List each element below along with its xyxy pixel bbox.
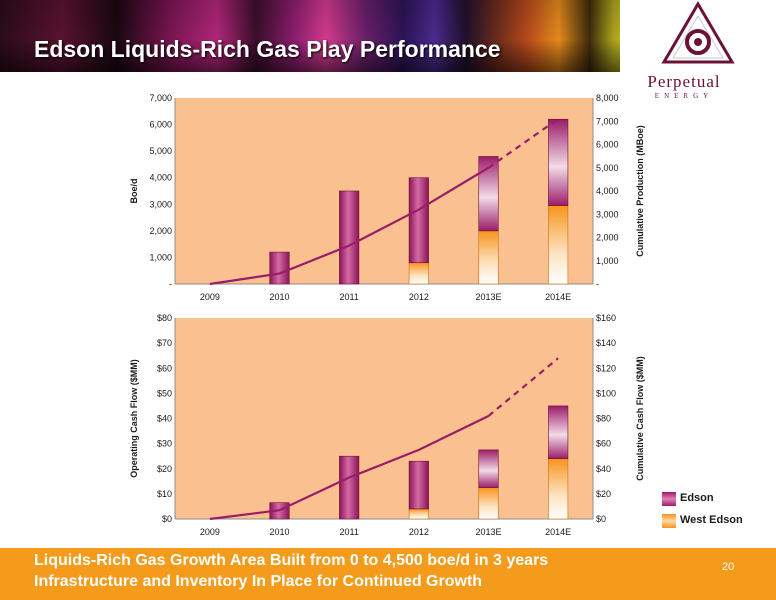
- bottom-y-tick-label: $80: [157, 313, 172, 323]
- top-x-tick-label: 2012: [409, 292, 429, 302]
- bar-west-edson-2012: [408, 262, 429, 285]
- bottom-x-tick-label: 2012: [409, 527, 429, 537]
- bar-edson-2011: [339, 190, 360, 285]
- top-y-tick-label: 7,000: [149, 93, 172, 103]
- bottom-y2-tick-label: $140: [596, 338, 616, 348]
- logo-name: Perpetual: [647, 72, 721, 91]
- legend-label-edson: Edson: [680, 492, 714, 504]
- bottom-y2-tick-label: $120: [596, 363, 616, 373]
- bottom-y-axis-label: Operating Cash Flow ($MM): [129, 359, 139, 478]
- bottom-y2-tick-label: $160: [596, 313, 616, 323]
- top-y-tick-label: 4,000: [149, 173, 172, 183]
- logo-subtitle: ENERGY: [654, 92, 714, 100]
- top-y2-tick-label: 1,000: [596, 256, 619, 266]
- top-y-tick-label: -: [169, 279, 172, 289]
- legend-swatch-edson: [662, 492, 676, 506]
- bottom-y-tick-label: $60: [157, 363, 172, 373]
- bar-west-edson-2014E: [548, 458, 569, 520]
- bottom-y-tick-label: $0: [162, 514, 172, 524]
- bottom-y-tick-label: $10: [157, 489, 172, 499]
- legend-label-west-edson: West Edson: [680, 514, 743, 526]
- bottom-y-tick-label: $70: [157, 338, 172, 348]
- bottom-y2-tick-label: $100: [596, 388, 616, 398]
- bottom-x-tick-label: 2013E: [475, 527, 501, 537]
- bottom-y-tick-label: $40: [157, 414, 172, 424]
- footer-line-2: Infrastructure and Inventory In Place fo…: [34, 573, 483, 590]
- bottom-y2-axis-label: Cumulative Cash Flow ($MM): [635, 356, 645, 481]
- bottom-y-tick-label: $50: [157, 388, 172, 398]
- bar-edson-2013E: [478, 156, 499, 232]
- top-x-tick-label: 2009: [200, 292, 220, 302]
- company-logo: [620, 0, 776, 105]
- top-cumulative-line: [209, 166, 490, 286]
- top-y2-tick-label: 6,000: [596, 140, 619, 150]
- bottom-y2-tick-label: $80: [596, 414, 611, 424]
- page-title: Edson Liquids-Rich Gas Play Performance: [34, 36, 501, 62]
- top-y2-tick-label: 2,000: [596, 233, 619, 243]
- top-y-axis-label: Boe/d: [129, 178, 139, 203]
- bar-edson-2014E: [548, 405, 569, 460]
- top-y-tick-label: 6,000: [149, 120, 172, 130]
- top-y2-axis-label: Cumulative Production (MBoe): [635, 125, 645, 257]
- bottom-y2-tick-label: $0: [596, 514, 606, 524]
- bar-edson-2012: [408, 177, 429, 264]
- footer-line-1: Liquids-Rich Gas Growth Area Built from …: [34, 552, 549, 569]
- top-x-tick-label: 2013E: [475, 292, 501, 302]
- top-plot-area: [175, 98, 593, 284]
- top-y2-tick-label: 5,000: [596, 163, 619, 173]
- top-x-tick-label: 2011: [339, 292, 358, 302]
- top-y2-tick-label: 4,000: [596, 186, 619, 196]
- bar-edson-2012: [408, 460, 429, 510]
- top-y2-tick-label: 3,000: [596, 209, 619, 219]
- bottom-y-tick-label: $20: [157, 464, 172, 474]
- bottom-y-tick-label: $30: [157, 439, 172, 449]
- top-y-tick-label: 2,000: [149, 226, 172, 236]
- top-y-tick-label: 3,000: [149, 199, 172, 209]
- bar-edson-2013E: [478, 449, 499, 488]
- bottom-y2-tick-label: $20: [596, 489, 611, 499]
- bottom-cumulative-line: [209, 414, 489, 521]
- bottom-x-tick-label: 2014E: [545, 527, 571, 537]
- footer-banner: Liquids-Rich Gas Growth Area Built from …: [0, 548, 776, 600]
- top-x-tick-label: 2014E: [545, 292, 571, 302]
- bottom-x-tick-label: 2011: [339, 527, 358, 537]
- page-number: 20: [722, 561, 735, 573]
- top-y-tick-label: 5,000: [149, 146, 172, 156]
- top-y2-tick-label: -: [596, 279, 599, 289]
- top-y-tick-label: 1,000: [149, 252, 172, 262]
- top-y2-tick-label: 7,000: [596, 116, 619, 126]
- bottom-plot-area: [175, 318, 593, 519]
- bar-west-edson-2014E: [548, 205, 569, 285]
- top-cumulative-line-forecast: [487, 118, 559, 169]
- bottom-y2-tick-label: $60: [596, 439, 611, 449]
- boe-production-chart: - 1,000 2,000 3,000 4,000 5,000 6,000 7,000 - 1,0…: [129, 93, 645, 302]
- bottom-cumulative-line-forecast: [487, 357, 559, 417]
- bottom-y2-tick-label: $40: [596, 464, 611, 474]
- bar-edson-2010: [269, 251, 290, 285]
- top-x-tick-label: 2010: [269, 292, 289, 302]
- bar-west-edson-2013E: [478, 230, 499, 285]
- bar-edson-2014E: [548, 118, 569, 206]
- bar-west-edson-2013E: [478, 487, 499, 520]
- bottom-x-tick-label: 2009: [200, 527, 220, 537]
- top-y2-tick-label: 8,000: [596, 93, 619, 103]
- bottom-x-tick-label: 2010: [269, 527, 289, 537]
- bar-west-edson-2012: [408, 508, 429, 520]
- bar-edson-2011: [339, 455, 360, 520]
- cash-flow-chart: $0 $10 $20 $30 $40 $50 $60 $70 $80 $0 $20 $40 $60 $80…: [129, 313, 645, 537]
- legend-swatch-west-edson: [662, 514, 676, 528]
- logo-mark-icon: [661, 1, 735, 64]
